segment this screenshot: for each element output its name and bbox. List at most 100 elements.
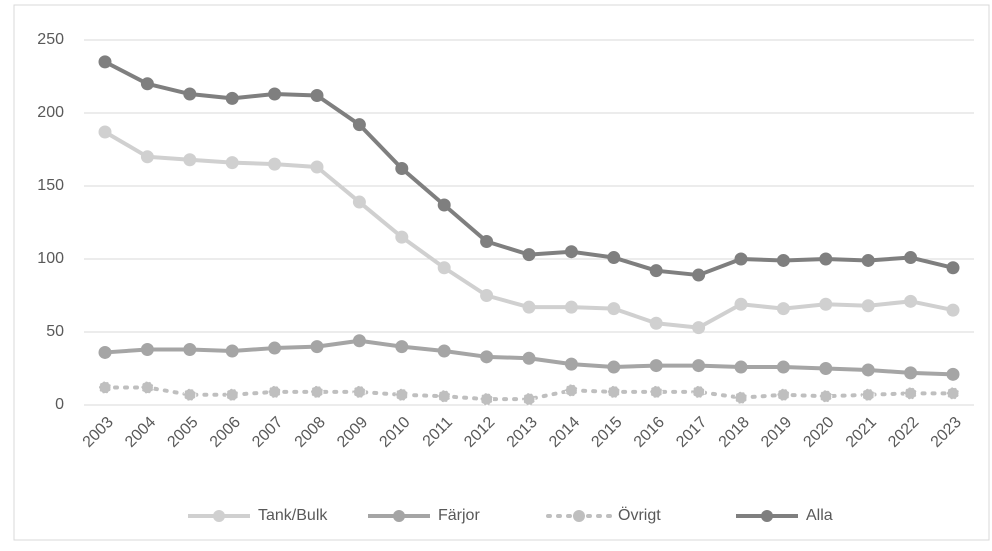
legend-label: Tank/Bulk xyxy=(258,507,328,524)
data-point xyxy=(607,385,621,399)
data-point xyxy=(649,316,663,330)
legend-marker xyxy=(393,510,405,522)
legend-label: Färjor xyxy=(438,507,480,524)
legend-label: Övrigt xyxy=(618,506,661,524)
data-point xyxy=(692,359,706,373)
data-point xyxy=(607,360,621,374)
data-point xyxy=(352,195,366,209)
data-point xyxy=(776,360,790,374)
data-point xyxy=(310,385,324,399)
data-point xyxy=(734,360,748,374)
data-point xyxy=(268,385,282,399)
data-point xyxy=(225,388,239,402)
data-point xyxy=(437,389,451,403)
data-point xyxy=(522,392,536,406)
data-point xyxy=(522,351,536,365)
y-tick-label: 50 xyxy=(46,323,64,340)
data-point xyxy=(268,87,282,101)
data-point xyxy=(904,294,918,308)
data-point xyxy=(480,234,494,248)
data-point xyxy=(225,156,239,170)
y-tick-label: 200 xyxy=(37,104,64,121)
data-point xyxy=(98,125,112,139)
data-point xyxy=(904,386,918,400)
legend-marker xyxy=(213,510,225,522)
data-point xyxy=(268,157,282,171)
legend-marker xyxy=(761,510,773,522)
data-point xyxy=(98,345,112,359)
y-tick-label: 250 xyxy=(37,31,64,48)
data-point xyxy=(861,253,875,267)
data-point xyxy=(352,385,366,399)
data-point xyxy=(310,160,324,174)
data-point xyxy=(437,344,451,358)
data-point xyxy=(692,321,706,335)
data-point xyxy=(395,230,409,244)
data-point xyxy=(946,261,960,275)
data-point xyxy=(140,77,154,91)
data-point xyxy=(352,334,366,348)
y-tick-label: 0 xyxy=(55,396,64,413)
data-point xyxy=(904,251,918,265)
y-tick-label: 100 xyxy=(37,250,64,267)
data-point xyxy=(140,150,154,164)
data-point xyxy=(268,341,282,355)
data-point xyxy=(819,297,833,311)
data-point xyxy=(861,363,875,377)
data-point xyxy=(140,343,154,357)
data-point xyxy=(861,388,875,402)
data-point xyxy=(946,367,960,381)
data-point xyxy=(183,388,197,402)
data-point xyxy=(395,340,409,354)
data-point xyxy=(564,300,578,314)
data-point xyxy=(734,297,748,311)
data-point xyxy=(310,88,324,102)
data-point xyxy=(776,302,790,316)
data-point xyxy=(98,380,112,394)
data-point xyxy=(564,245,578,259)
data-point xyxy=(310,340,324,354)
data-point xyxy=(946,386,960,400)
data-point xyxy=(946,303,960,317)
data-point xyxy=(98,55,112,69)
data-point xyxy=(776,388,790,402)
data-point xyxy=(649,264,663,278)
data-point xyxy=(649,385,663,399)
data-point xyxy=(352,118,366,132)
data-point xyxy=(692,268,706,282)
data-point xyxy=(225,344,239,358)
data-point xyxy=(649,359,663,373)
data-point xyxy=(819,389,833,403)
data-point xyxy=(480,289,494,302)
data-point xyxy=(225,91,239,105)
data-point xyxy=(692,385,706,399)
data-point xyxy=(183,153,197,167)
data-point xyxy=(480,392,494,406)
legend-label: Alla xyxy=(806,507,833,524)
data-point xyxy=(437,261,451,275)
chart-frame xyxy=(13,4,990,541)
data-point xyxy=(861,299,875,313)
data-point xyxy=(819,362,833,375)
data-point xyxy=(522,300,536,314)
data-point xyxy=(183,343,197,357)
data-point xyxy=(607,251,621,265)
data-point xyxy=(904,366,918,380)
data-point xyxy=(140,380,154,394)
data-point xyxy=(183,87,197,101)
data-point xyxy=(819,252,833,266)
series-line xyxy=(103,385,955,402)
data-point xyxy=(522,248,536,262)
data-point xyxy=(437,198,451,212)
data-point xyxy=(607,302,621,316)
data-point xyxy=(395,388,409,402)
data-point xyxy=(564,383,578,397)
data-point xyxy=(734,391,748,405)
data-point xyxy=(734,252,748,266)
data-point xyxy=(480,350,494,364)
legend-marker xyxy=(573,510,585,522)
data-point xyxy=(395,161,409,175)
data-point xyxy=(564,357,578,371)
